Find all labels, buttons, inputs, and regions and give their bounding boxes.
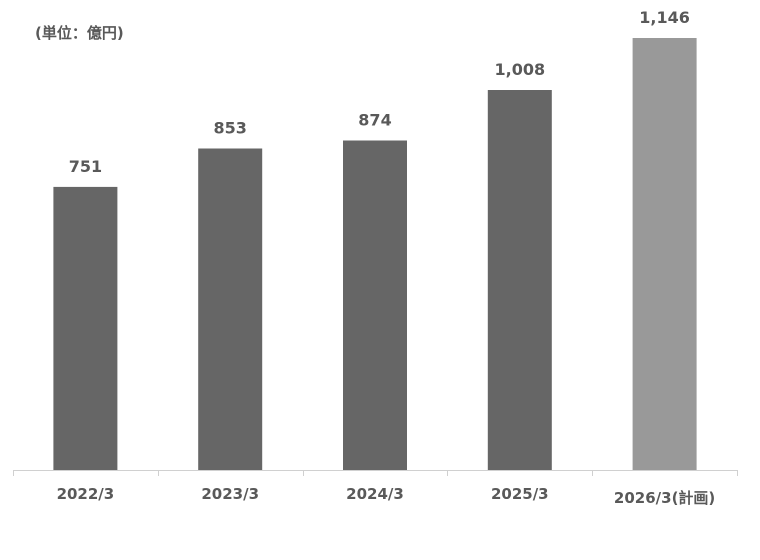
value-label-2024/3: 874 (358, 111, 391, 130)
x-tick-label-2026/3(計画): 2026/3(計画) (614, 489, 715, 507)
unit-label: (単位：億円) (35, 24, 124, 42)
bar-2023/3 (198, 148, 263, 470)
value-label-2023/3: 853 (213, 119, 246, 138)
x-tick-label-2022/3: 2022/3 (57, 485, 115, 503)
x-tick-labels-group: 2022/3 2023/3 2024/3 2025/3 2026/3(計画) (57, 485, 716, 507)
bar-2022/3 (53, 186, 118, 470)
value-labels-group: 751 853 874 1,008 1,146 (69, 8, 690, 176)
bars-group (53, 38, 697, 470)
bar-2025/3 (487, 90, 552, 470)
x-axis (13, 470, 738, 476)
x-tick-label-2025/3: 2025/3 (491, 485, 549, 503)
bar-2026/3(計画) (632, 38, 697, 470)
value-label-2022/3: 751 (69, 157, 102, 176)
value-label-2026/3(計画): 1,146 (639, 8, 690, 27)
value-label-2025/3: 1,008 (494, 60, 545, 79)
bar-2024/3 (343, 140, 407, 470)
x-tick-label-2024/3: 2024/3 (346, 485, 404, 503)
x-tick-label-2023/3: 2023/3 (201, 485, 259, 503)
